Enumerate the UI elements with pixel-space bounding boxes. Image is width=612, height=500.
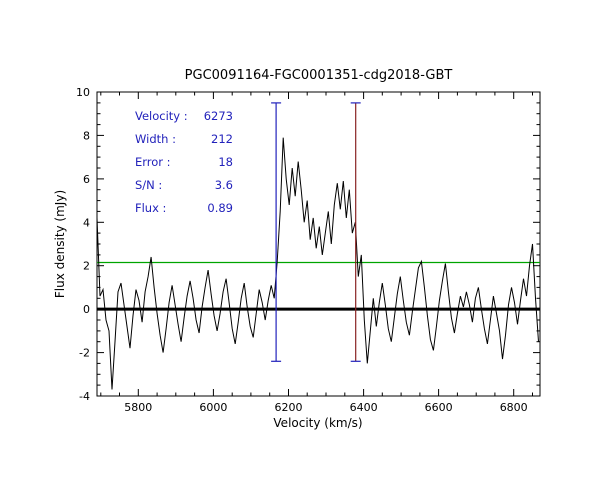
fit-param-sn: S/N : 3.6 [135,178,233,192]
svg-text:4: 4 [83,216,90,229]
fit-param-label: Error : [135,155,171,169]
svg-text:6: 6 [83,173,90,186]
spectrum-line [97,137,539,390]
y-tick-labels: -4 -2 0 2 4 6 8 10 [76,86,90,403]
x-tick-labels: 5800 6000 6200 6400 6600 6800 [124,401,527,414]
svg-text:0: 0 [83,303,90,316]
fit-param-value: 212 [211,132,233,146]
svg-text:2: 2 [83,260,90,273]
fit-param-label: S/N : [135,178,163,192]
svg-text:6000: 6000 [199,401,227,414]
svg-text:10: 10 [76,86,90,99]
svg-text:-2: -2 [79,347,90,360]
svg-text:-4: -4 [79,390,90,403]
fit-param-value: 6273 [203,109,233,123]
svg-text:6200: 6200 [275,401,303,414]
x-axis-label: Velocity (km/s) [273,416,363,430]
fit-param-label: Velocity : [135,109,188,123]
fit-parameters: Velocity : 6273 Width : 212 Error : 18 S… [135,109,233,224]
svg-text:8: 8 [83,129,90,142]
fit-param-flux: Flux : 0.89 [135,201,233,215]
fit-param-value: 18 [218,155,233,169]
fit-param-velocity: Velocity : 6273 [135,109,233,123]
fit-param-label: Width : [135,132,176,146]
svg-text:6400: 6400 [350,401,378,414]
fit-param-value: 0.89 [207,201,233,215]
axis-ticks [97,91,540,397]
fit-param-width: Width : 212 [135,132,233,146]
fit-param-value: 3.6 [214,178,233,192]
svg-text:6600: 6600 [425,401,453,414]
svg-text:6800: 6800 [500,401,528,414]
fit-param-error: Error : 18 [135,155,233,169]
plot-title: PGC0091164-FGC0001351-cdg2018-GBT [184,68,453,83]
fit-param-label: Flux : [135,201,167,215]
svg-text:5800: 5800 [124,401,152,414]
